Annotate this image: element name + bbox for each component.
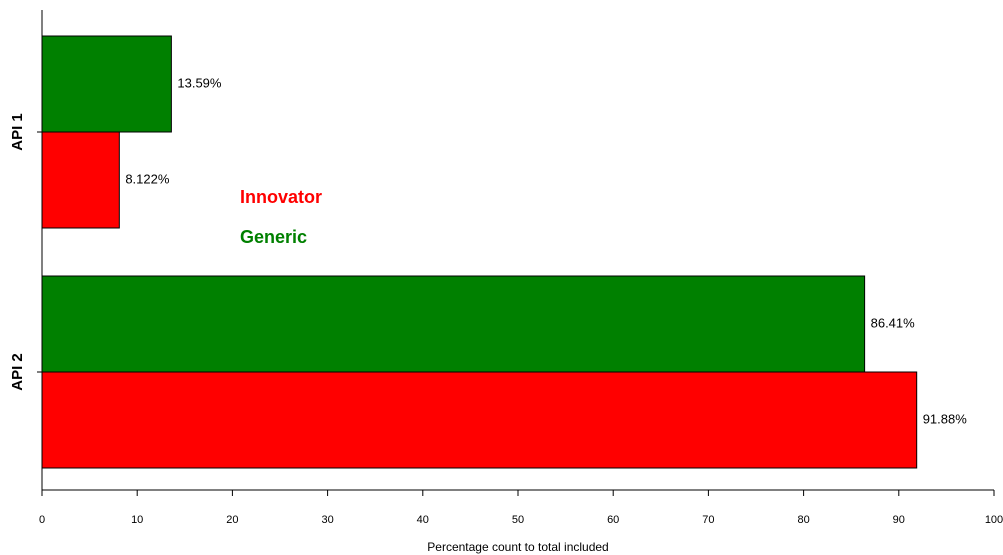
x-tick-label: 90 [893, 514, 905, 526]
bar [41, 275, 866, 373]
x-tick-label: 20 [226, 514, 238, 526]
value-label: 8.122% [125, 171, 170, 186]
legend-label: Innovator [240, 187, 322, 207]
x-axis-title: Percentage count to total included [427, 540, 608, 554]
bar [41, 371, 918, 469]
x-tick-label: 70 [702, 514, 714, 526]
x-tick-label: 80 [797, 514, 809, 526]
x-tick-label: 50 [512, 514, 524, 526]
x-tick-label: 10 [131, 514, 143, 526]
x-tick-label: 100 [985, 514, 1003, 526]
y-tick-label: API 1 [9, 113, 26, 151]
x-tick-label: 40 [417, 514, 429, 526]
value-label: 86.41% [871, 315, 916, 330]
x-tick-label: 30 [321, 514, 333, 526]
x-tick-label: 60 [607, 514, 619, 526]
bar [41, 35, 172, 133]
legend-label: Generic [240, 227, 307, 247]
value-label: 91.88% [923, 411, 968, 426]
bar [41, 131, 120, 229]
y-tick-label: API 2 [9, 353, 26, 391]
value-label: 13.59% [177, 75, 222, 90]
x-tick-label: 0 [39, 514, 45, 526]
